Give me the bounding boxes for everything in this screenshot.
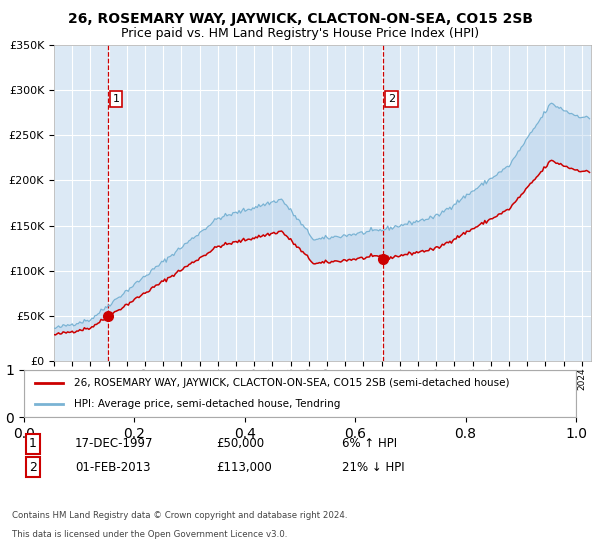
- Text: 26, ROSEMARY WAY, JAYWICK, CLACTON-ON-SEA, CO15 2SB: 26, ROSEMARY WAY, JAYWICK, CLACTON-ON-SE…: [67, 12, 533, 26]
- Text: £50,000: £50,000: [216, 437, 264, 450]
- Text: 1: 1: [29, 437, 37, 450]
- Text: Price paid vs. HM Land Registry's House Price Index (HPI): Price paid vs. HM Land Registry's House …: [121, 27, 479, 40]
- Text: 01-FEB-2013: 01-FEB-2013: [75, 460, 151, 474]
- Text: This data is licensed under the Open Government Licence v3.0.: This data is licensed under the Open Gov…: [12, 530, 287, 539]
- Text: 26, ROSEMARY WAY, JAYWICK, CLACTON-ON-SEA, CO15 2SB (semi-detached house): 26, ROSEMARY WAY, JAYWICK, CLACTON-ON-SE…: [74, 378, 509, 388]
- Text: 21% ↓ HPI: 21% ↓ HPI: [342, 460, 404, 474]
- Text: 17-DEC-1997: 17-DEC-1997: [75, 437, 154, 450]
- Text: £113,000: £113,000: [216, 460, 272, 474]
- Text: 1: 1: [112, 94, 119, 104]
- FancyBboxPatch shape: [24, 370, 576, 417]
- Text: HPI: Average price, semi-detached house, Tendring: HPI: Average price, semi-detached house,…: [74, 399, 340, 409]
- Text: 2: 2: [388, 94, 395, 104]
- Text: 6% ↑ HPI: 6% ↑ HPI: [342, 437, 397, 450]
- Text: 2: 2: [29, 460, 37, 474]
- Text: Contains HM Land Registry data © Crown copyright and database right 2024.: Contains HM Land Registry data © Crown c…: [12, 511, 347, 520]
